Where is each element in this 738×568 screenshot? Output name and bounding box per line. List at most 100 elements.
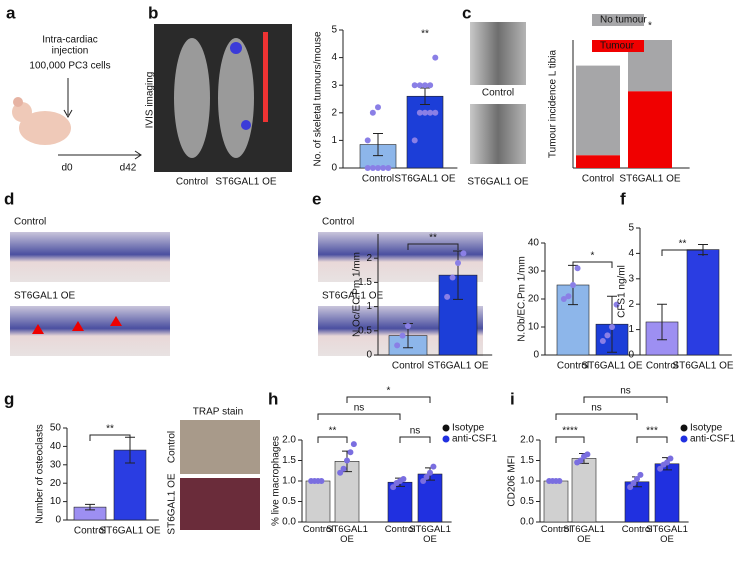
y-tick-label: 0.5 xyxy=(520,496,534,507)
annotation: d42 xyxy=(120,163,137,174)
trap-image xyxy=(180,420,260,474)
x-tick-label-box: Control xyxy=(622,525,653,535)
data-point xyxy=(375,165,381,171)
y-tick-label: 0 xyxy=(533,350,539,361)
bar xyxy=(686,249,720,356)
significance-bracket xyxy=(572,261,613,268)
image-label: TRAP stain xyxy=(193,407,243,418)
bar-segment xyxy=(576,155,620,168)
panel-letter: g xyxy=(4,389,14,408)
legend-swatch xyxy=(680,424,688,432)
annotation: Intra-cardiac xyxy=(42,35,98,46)
panel-letter: i xyxy=(510,389,515,408)
significance-label: ** xyxy=(329,426,337,437)
data-point xyxy=(556,478,563,484)
y-tick-label: 2 xyxy=(628,299,634,310)
significance-bracket xyxy=(317,436,348,443)
y-tick-label: 4 xyxy=(628,248,634,259)
annotation: 100,000 PC3 cells xyxy=(29,61,110,72)
significance-label: ** xyxy=(429,233,437,244)
histology-image xyxy=(10,232,170,282)
data-point xyxy=(430,463,437,470)
y-tick-label: 20 xyxy=(528,294,540,305)
data-point xyxy=(574,265,581,272)
data-point xyxy=(364,137,371,144)
data-point xyxy=(390,484,397,491)
mouse-ear xyxy=(13,97,23,107)
y-tick-label: 0.0 xyxy=(520,517,534,528)
significance-label: ** xyxy=(106,424,114,435)
xray-image xyxy=(470,104,526,164)
data-point xyxy=(364,165,371,171)
data-point xyxy=(385,165,392,171)
y-tick-label: 40 xyxy=(528,238,540,249)
data-point xyxy=(432,54,439,61)
data-point xyxy=(344,457,350,464)
y-tick-label: 40 xyxy=(50,441,62,452)
y-axis-label: % live macrophages xyxy=(271,436,282,526)
significance-bracket xyxy=(407,243,459,250)
y-tick-label: 1.0 xyxy=(520,476,534,487)
legend-label: No tumour xyxy=(600,15,647,26)
image-label: IVIS imaging xyxy=(145,72,156,129)
error-bar xyxy=(85,503,95,511)
image-label: Control xyxy=(482,88,514,99)
bar xyxy=(543,480,569,523)
image-label: ST6GAL1 OE xyxy=(322,291,383,302)
x-tick-label: ST6GAL1 OE xyxy=(99,526,160,537)
data-point xyxy=(599,338,606,344)
image-label: ST6GAL1 OE xyxy=(215,177,276,188)
data-point xyxy=(423,473,430,480)
y-tick-label: 30 xyxy=(528,266,540,277)
image-label: Control xyxy=(167,431,178,463)
xray-image xyxy=(470,22,526,85)
annotation: d0 xyxy=(61,163,73,174)
x-tick-label: Control xyxy=(540,525,572,535)
y-axis-label: CFS1 ng/ml xyxy=(617,265,628,318)
panel-letter: e xyxy=(312,189,321,208)
data-point xyxy=(369,165,376,171)
x-tick-label-box: ST6GAL1 OE xyxy=(409,525,451,545)
y-axis-label: Number of osteoclasts xyxy=(35,424,46,524)
error-bar xyxy=(453,250,463,300)
x-tick-label: ST6GAL1 OE xyxy=(427,361,488,372)
x-tick-label-box: Control xyxy=(302,525,334,535)
bar xyxy=(305,480,331,523)
legend-swatch xyxy=(680,435,688,443)
y-axis-label: Tumour incidence L tibia xyxy=(548,49,559,158)
data-point xyxy=(584,451,591,458)
x-tick-label: Control xyxy=(302,525,334,535)
y-tick-label: 5 xyxy=(628,223,634,234)
arrow-head xyxy=(134,150,142,160)
x-tick-label: Control xyxy=(392,361,424,372)
y-tick-label: 2 xyxy=(366,253,372,264)
y-tick-label: 0 xyxy=(331,163,337,174)
mouse-image xyxy=(174,38,210,158)
data-point xyxy=(570,282,576,288)
mouse-head xyxy=(12,102,32,122)
y-tick-label: 30 xyxy=(50,459,62,470)
data-point xyxy=(627,484,634,491)
data-point xyxy=(613,301,620,308)
image-label: ST6GAL1 OE xyxy=(14,291,75,302)
data-point xyxy=(399,332,406,339)
image-label: Control xyxy=(14,217,46,228)
legend-swatch xyxy=(442,435,450,443)
y-tick-label: 2.0 xyxy=(282,435,296,446)
data-point xyxy=(405,322,411,329)
data-point xyxy=(369,109,376,116)
y-tick-label: 20 xyxy=(50,478,62,489)
panel-letter: a xyxy=(6,3,16,22)
y-axis-label: N.Oc/EC.Pm 1/mm xyxy=(352,252,363,337)
y-tick-label: 2 xyxy=(331,107,337,118)
data-point xyxy=(350,441,357,448)
significance-label: * xyxy=(591,251,595,262)
significance-bracket xyxy=(555,436,585,443)
significance-label: ** xyxy=(679,239,687,250)
panel-letter: h xyxy=(268,389,278,408)
bar-segment xyxy=(576,65,620,156)
data-point xyxy=(604,332,611,339)
legend-label: anti-CSF1 xyxy=(452,434,497,445)
image-label: ST6GAL1 OE xyxy=(467,177,528,188)
